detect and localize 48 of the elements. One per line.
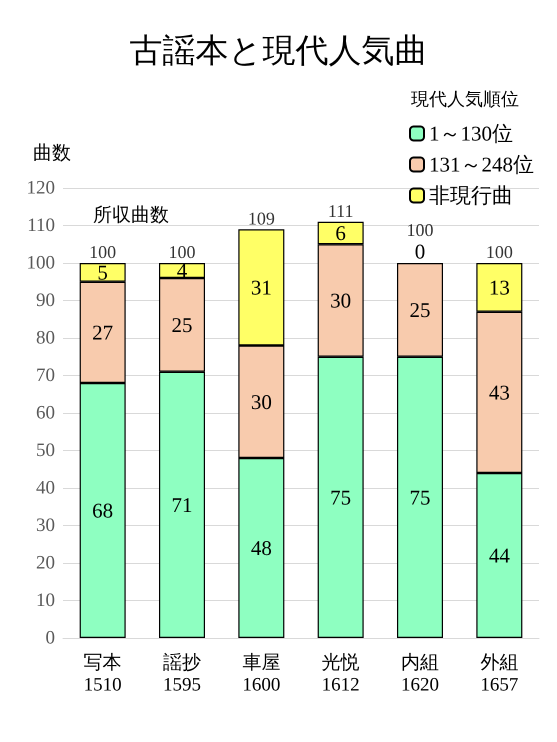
y-tick-label: 10 (36, 590, 55, 611)
total-label: 109 (248, 208, 275, 228)
y-tick-label: 120 (26, 178, 55, 198)
y-tick-label: 100 (26, 252, 55, 274)
total-label: 111 (328, 200, 354, 221)
data-label: 30 (330, 288, 352, 312)
y-tick-label: 70 (36, 365, 55, 386)
data-label: 6 (335, 221, 346, 245)
legend-label: 1～130位 (429, 122, 513, 146)
data-label: 25 (410, 298, 430, 322)
x-tick-label: 内組 1620 (401, 652, 439, 696)
data-label: 30 (250, 390, 272, 414)
total-label: 100 (406, 220, 434, 240)
x-tick-label: 車屋 1600 (242, 652, 280, 696)
y-tick-label: 60 (36, 402, 55, 424)
y-axis-title: 曲数 (33, 143, 71, 164)
data-label: 44 (488, 544, 510, 568)
y-tick-label: 30 (36, 515, 55, 536)
data-label: 0 (414, 240, 426, 264)
x-tick-label: 光悦 1612 (322, 652, 360, 696)
y-tick-label: 90 (36, 290, 55, 311)
y-tick-label: 20 (36, 552, 55, 574)
data-label: 43 (488, 380, 510, 404)
legend-title: 現代人気順位 (411, 89, 519, 109)
data-label: 71 (172, 492, 192, 517)
y-tick-label: 0 (46, 628, 55, 648)
x-tick-label: 写本 1510 (84, 652, 122, 696)
x-tick-label: 謡抄 1595 (163, 652, 201, 696)
y-tick-label: 80 (36, 328, 55, 348)
data-label: 5 (97, 260, 108, 284)
legend-label: 非現行曲 (429, 184, 513, 208)
legend-label: 131～248位 (429, 152, 534, 176)
data-label: 68 (92, 498, 114, 522)
data-label: 75 (410, 485, 430, 510)
total-label: 100 (486, 242, 513, 262)
y-tick-label: 50 (36, 440, 55, 461)
y-tick-label: 40 (36, 478, 55, 498)
data-label: 31 (250, 275, 272, 300)
data-label: 48 (250, 536, 272, 560)
annotation: 所収曲数 (93, 205, 169, 226)
x-tick-label: 外組 1657 (480, 652, 518, 696)
data-label: 27 (92, 320, 114, 344)
data-label: 75 (330, 485, 352, 510)
y-tick-label: 110 (27, 215, 55, 236)
chart-title: 古謡本と現代人気曲 (130, 34, 428, 70)
total-label: 100 (89, 242, 116, 262)
data-label: 13 (488, 275, 510, 300)
data-label: 25 (172, 312, 192, 337)
